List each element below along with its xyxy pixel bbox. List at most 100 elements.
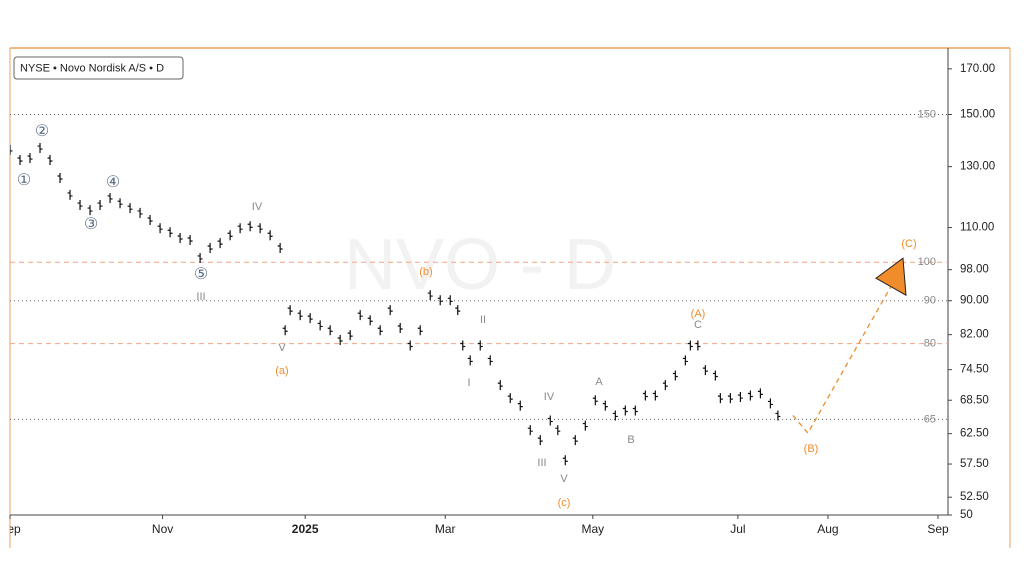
price-bar <box>757 388 763 399</box>
y-tick-label: 82.00 <box>960 329 989 341</box>
wave-label: ⑤ <box>194 266 208 283</box>
price-bar <box>687 340 693 351</box>
price-bar <box>387 305 393 316</box>
price-bar <box>712 370 718 381</box>
y-tick-label: 150.00 <box>960 109 995 121</box>
price-bar <box>695 340 701 351</box>
price-bar <box>662 380 668 391</box>
wave-label: (A) <box>691 308 706 320</box>
price-bar <box>460 340 466 351</box>
level-label: 100 <box>918 256 936 268</box>
price-bar <box>187 235 193 246</box>
level-label: 80 <box>924 338 936 350</box>
price-bar <box>682 355 688 366</box>
price-bar <box>477 340 483 351</box>
wave-label: IV <box>544 391 555 403</box>
wave-label: (c) <box>558 497 571 509</box>
price-bar <box>247 221 253 232</box>
price-bar <box>397 323 403 334</box>
price-bar <box>582 420 588 431</box>
price-bar <box>297 310 303 321</box>
price-bar <box>737 392 743 403</box>
price-bar <box>497 380 503 391</box>
wave-label: II <box>480 314 486 326</box>
wave-label: (b) <box>419 266 432 278</box>
price-bar <box>427 290 433 301</box>
price-bar <box>632 405 638 416</box>
price-bar <box>562 455 568 466</box>
price-bar <box>612 410 618 421</box>
wave-label: A <box>595 376 603 388</box>
wave-label: ④ <box>106 174 120 191</box>
price-bar <box>47 154 53 165</box>
y-tick-label: 130.00 <box>960 161 995 173</box>
y-tick-label: 98.00 <box>960 264 989 276</box>
price-bar <box>57 173 63 184</box>
price-bar <box>127 203 133 214</box>
price-bar <box>27 153 33 164</box>
watermark: NVO - D <box>344 225 616 305</box>
price-bar <box>77 200 83 211</box>
price-bar <box>417 325 423 336</box>
price-bar <box>455 305 461 316</box>
price-bar <box>207 242 213 253</box>
price-bar <box>555 425 561 436</box>
price-bar <box>527 425 533 436</box>
wave-label: ① <box>17 172 31 189</box>
wave-label: (B) <box>804 443 819 455</box>
wave-label: V <box>278 342 286 354</box>
wave-label: (C) <box>901 238 916 250</box>
price-bar <box>287 305 293 316</box>
level-label: 65 <box>924 413 936 425</box>
price-bar <box>117 198 123 209</box>
price-bar <box>592 395 598 406</box>
price-bar <box>602 400 608 411</box>
price-bar <box>227 230 233 241</box>
y-tick-label: 57.50 <box>960 458 989 470</box>
wave-label: (a) <box>275 365 288 377</box>
price-bar <box>167 227 173 238</box>
price-bar <box>747 390 753 401</box>
wave-label: C <box>694 319 702 331</box>
price-bar <box>702 365 708 376</box>
price-bar <box>157 223 163 234</box>
price-bar <box>407 340 413 351</box>
price-bar <box>197 252 203 263</box>
y-tick-label: 110.00 <box>960 222 994 234</box>
x-tick-label: 2025 <box>292 522 319 536</box>
x-tick-label: Jul <box>730 522 745 536</box>
x-tick-label: Sep <box>927 522 949 536</box>
price-bar <box>10 144 13 155</box>
price-bar <box>467 355 473 366</box>
wave-label: B <box>627 434 634 446</box>
price-bar <box>672 370 678 381</box>
price-bar <box>547 415 553 426</box>
level-label: 90 <box>924 295 936 307</box>
price-bar <box>257 223 263 234</box>
price-bar <box>147 215 153 226</box>
legend-text: NYSE • Novo Nordisk A/S • D <box>20 62 164 74</box>
price-bar <box>642 390 648 401</box>
price-bar <box>487 355 493 366</box>
wave-label: I <box>467 377 470 389</box>
price-bar <box>137 207 143 218</box>
wave-label: III <box>537 457 546 469</box>
plot-area <box>10 113 948 466</box>
price-bar <box>277 242 283 253</box>
x-tick-label: Sep <box>0 522 21 536</box>
y-tick-label: 52.50 <box>960 491 989 503</box>
wave-label: III <box>196 291 205 303</box>
price-bar <box>337 335 343 346</box>
price-bar <box>317 320 323 331</box>
price-bar <box>727 393 733 404</box>
y-tick-label: 170.00 <box>960 63 995 75</box>
price-bar <box>537 435 543 446</box>
y-tick-label: 74.50 <box>960 364 989 376</box>
wave-label: V <box>560 473 568 485</box>
price-bar <box>767 398 773 409</box>
price-bar <box>327 325 333 336</box>
price-bar <box>107 192 113 203</box>
price-bar <box>447 295 453 306</box>
wave-label: ③ <box>84 216 98 233</box>
